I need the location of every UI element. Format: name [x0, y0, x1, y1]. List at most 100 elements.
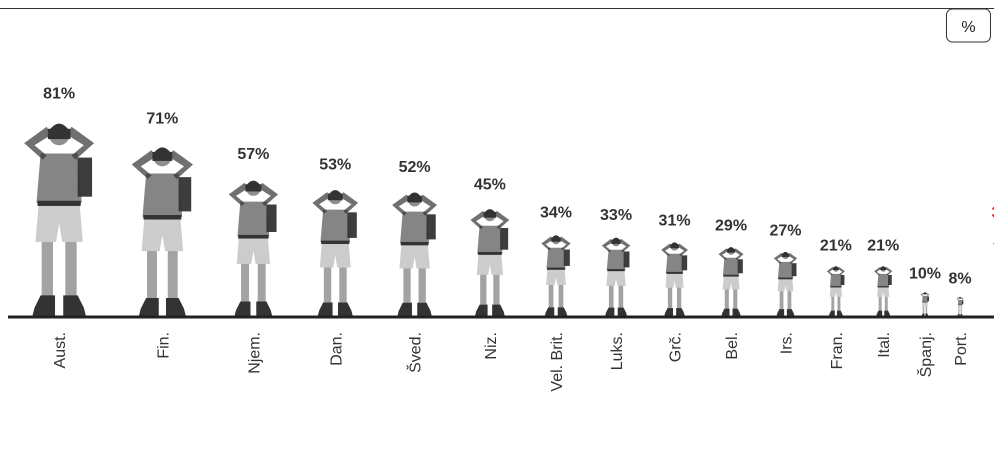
figure-binoculars [727, 249, 735, 253]
figure-boot [417, 303, 432, 316]
category-label: Bel. [724, 332, 741, 360]
figure-shirt [400, 212, 429, 244]
figure-leg [879, 297, 882, 311]
figure-leg [403, 268, 410, 304]
figure-boot [475, 305, 488, 316]
figure-leg [926, 307, 927, 314]
figure-shirt [37, 153, 82, 202]
figure-shirt [922, 296, 928, 302]
figure-boot [256, 302, 272, 316]
category-label: Irs. [778, 332, 795, 354]
category-label: Fin. [155, 332, 172, 359]
figure-boot [884, 311, 890, 316]
figure-boot [605, 308, 614, 316]
pictogram-figure [827, 266, 845, 316]
figure-shorts [477, 254, 503, 275]
figure-leg [241, 264, 249, 303]
figure-binoculars [782, 254, 790, 257]
figure-shirt [477, 226, 502, 253]
figure-shorts [666, 273, 684, 287]
figure-binoculars [407, 196, 422, 203]
pictogram-figure [874, 266, 892, 316]
figure-shirt [237, 202, 269, 237]
figure-leg [324, 268, 331, 304]
figure-binoculars [880, 267, 886, 270]
value-label: 27% [769, 222, 801, 239]
figure-leg [885, 297, 888, 311]
figure-boot [558, 307, 567, 316]
figure-boot [338, 303, 353, 316]
figure-shirt [830, 274, 842, 287]
category-label: Fran. [829, 332, 846, 369]
figure-boot [235, 302, 251, 316]
category-label: Niz. [483, 332, 500, 360]
unit-label: % [961, 19, 975, 36]
figure-shorts [830, 287, 842, 297]
category-label: Grč. [668, 332, 685, 362]
figure-boot [318, 303, 333, 316]
figure-binoculars [924, 293, 927, 294]
figure-boot [876, 311, 882, 316]
figure-shirt [320, 210, 350, 242]
figure-leg [65, 242, 76, 298]
figure-binoculars [152, 152, 172, 161]
pictogram-figure [921, 292, 930, 316]
figure-leg [609, 286, 614, 309]
figure-binoculars [328, 193, 343, 200]
figure-leg [559, 285, 564, 308]
figure-leg [668, 288, 672, 309]
figure-binoculars [484, 212, 497, 218]
pictogram-figure [541, 235, 570, 316]
value-label: 33% [600, 207, 632, 224]
category-label: Dan. [328, 332, 345, 366]
figure-binoculars [551, 237, 560, 241]
figure-binoculars [48, 129, 71, 139]
figure-boot [397, 303, 412, 316]
figure-leg [837, 297, 840, 311]
pictogram-figure [312, 190, 358, 316]
figure-boot [787, 309, 795, 316]
value-label: 71% [146, 111, 178, 128]
figure-leg [831, 297, 834, 311]
figure-boot [32, 295, 55, 316]
figure-leg [258, 264, 266, 303]
pictogram-figure [132, 147, 193, 316]
value-label: 8% [949, 271, 972, 288]
figure-shorts [546, 269, 566, 285]
pictogram-figure [392, 193, 437, 316]
pictogram-figure [24, 124, 94, 316]
figure-shirt [607, 250, 625, 270]
figure-boot [618, 308, 627, 316]
value-label: 52% [399, 159, 431, 176]
value-label: 29% [715, 217, 747, 234]
pictogram-figure [602, 238, 630, 316]
figure-leg [788, 291, 792, 310]
figure-shirt [778, 262, 793, 278]
figure-boot [492, 305, 505, 316]
figure-boot [777, 309, 785, 316]
figure-leg [339, 268, 346, 304]
figure-shirt [877, 274, 889, 287]
figure-leg [493, 275, 499, 306]
figure-binoculars [245, 184, 261, 191]
category-label: Port. [953, 332, 970, 366]
pictogram-figure [957, 297, 964, 316]
figure-leg [480, 275, 486, 306]
figure-leg [42, 242, 53, 298]
figure-leg [419, 268, 426, 304]
figure-shirt [666, 254, 683, 273]
figure-leg [147, 251, 157, 300]
figure-boot [664, 308, 673, 316]
figure-binoculars [959, 298, 961, 299]
chart: % 81%Aust.71%Fin.57%Njem.53%Dan.52%Šved.… [0, 0, 994, 465]
figure-shorts [606, 271, 625, 286]
category-label: Španj. [916, 332, 935, 377]
figure-binoculars [670, 244, 679, 248]
category-label: Ital. [876, 332, 893, 358]
figure-shirt [958, 300, 962, 305]
figure-leg [549, 285, 554, 308]
figure-shorts [237, 238, 270, 264]
figure-leg [780, 291, 784, 310]
figure-leg [958, 309, 959, 314]
figure-boot [829, 311, 835, 316]
